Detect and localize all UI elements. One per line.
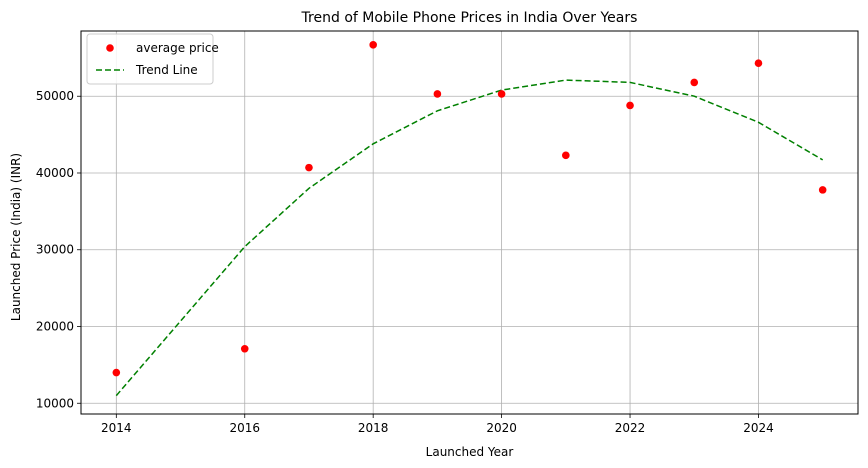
y-tick-label: 50000 bbox=[36, 89, 74, 103]
chart-title: Trend of Mobile Phone Prices in India Ov… bbox=[301, 10, 638, 26]
x-tick-label: 2020 bbox=[486, 421, 517, 435]
scatter-point-average-price bbox=[433, 90, 442, 98]
ticks: 2014 2016 2018 2020 2022 2024 10000 20000 30000 4… bbox=[36, 89, 774, 435]
legend-swatch-average-price bbox=[106, 44, 114, 52]
scatter-point-average-price bbox=[240, 344, 249, 353]
legend-label-trend-line: Trend Line bbox=[135, 63, 198, 77]
legend-label-average-price: average price bbox=[136, 41, 219, 55]
scatter-point-average-price bbox=[369, 41, 377, 49]
series-layer bbox=[112, 41, 827, 397]
trend-line bbox=[115, 79, 824, 397]
scatter-point-average-price bbox=[690, 78, 699, 87]
legend-box bbox=[86, 33, 214, 85]
x-tick-label: 2022 bbox=[615, 421, 646, 435]
scatter-point-average-price bbox=[497, 90, 506, 98]
x-axis-label: Launched Year bbox=[426, 445, 514, 459]
y-tick-label: 10000 bbox=[36, 396, 74, 410]
scatter-point-average-price bbox=[112, 368, 121, 377]
y-tick-label: 30000 bbox=[36, 243, 74, 257]
scatter-point-average-price bbox=[626, 101, 634, 110]
x-tick-label: 2016 bbox=[229, 421, 260, 435]
plot-frame bbox=[80, 30, 859, 415]
scatter-point-average-price bbox=[754, 59, 763, 68]
y-tick-label: 20000 bbox=[36, 320, 74, 334]
y-axis-label: Launched Price (India) (INR) bbox=[9, 153, 23, 321]
y-tick-label: 40000 bbox=[36, 166, 74, 180]
scatter-point-average-price bbox=[562, 151, 570, 160]
x-tick-label: 2024 bbox=[743, 421, 774, 435]
x-tick-label: 2018 bbox=[358, 421, 389, 435]
x-tick-label: 2014 bbox=[101, 421, 132, 435]
grid bbox=[81, 31, 858, 414]
scatter-point-average-price bbox=[818, 186, 827, 194]
legend: average price Trend Line bbox=[86, 33, 219, 85]
scatter-point-average-price bbox=[305, 163, 313, 172]
